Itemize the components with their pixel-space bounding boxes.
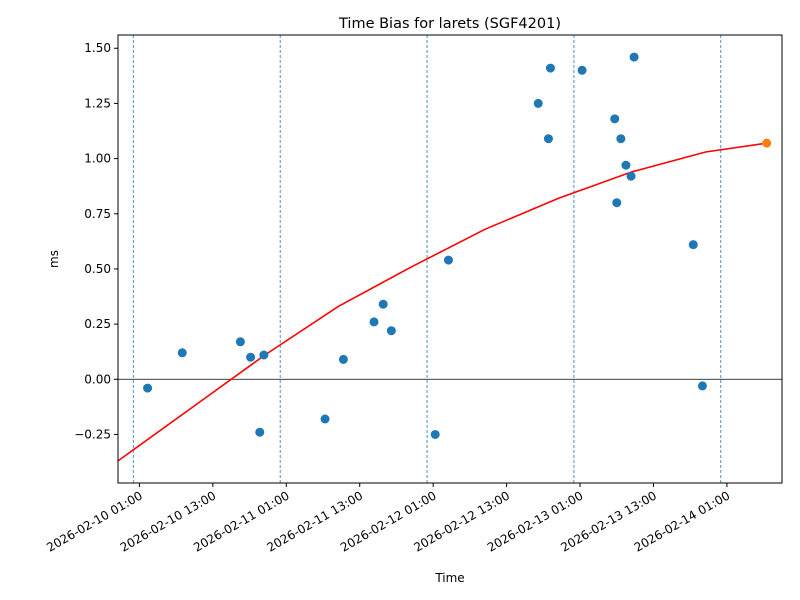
data-point <box>621 160 631 170</box>
data-point <box>626 171 636 181</box>
data-point <box>320 414 330 424</box>
y-axis-title: ms <box>47 250 61 268</box>
y-tick-label: 0.75 <box>84 207 111 221</box>
data-point <box>616 134 626 144</box>
y-tick-label: −0.25 <box>74 427 111 441</box>
highlight-point <box>762 138 772 148</box>
y-tick-label: 1.25 <box>84 96 111 110</box>
y-tick-label: 0.25 <box>84 317 111 331</box>
data-point <box>443 255 453 265</box>
data-point <box>533 98 543 108</box>
y-tick-label: 1.00 <box>84 152 111 166</box>
fit-curve <box>117 142 767 462</box>
y-tick-label: 0.50 <box>84 262 111 276</box>
data-point <box>577 65 587 75</box>
data-point <box>688 240 698 250</box>
x-axis-title: Time <box>434 571 464 585</box>
data-point <box>177 348 187 358</box>
data-point <box>612 198 622 208</box>
data-point <box>255 427 265 437</box>
y-tick-label: 0.00 <box>84 372 111 386</box>
data-point <box>143 383 153 393</box>
data-point <box>235 337 245 347</box>
data-point <box>386 326 396 336</box>
data-point <box>543 134 553 144</box>
plot-area <box>117 35 782 483</box>
data-point <box>246 352 256 362</box>
data-point <box>430 429 440 439</box>
data-point <box>378 299 388 309</box>
data-point <box>369 317 379 327</box>
data-point <box>629 52 639 62</box>
data-point <box>610 114 620 124</box>
data-point <box>697 381 707 391</box>
data-point <box>259 350 269 360</box>
plot-frame <box>117 34 783 484</box>
data-point <box>338 354 348 364</box>
data-point <box>545 63 555 73</box>
chart-title: Time Bias for larets (SGF4201) <box>338 16 561 32</box>
y-tick-label: 1.50 <box>84 41 111 55</box>
